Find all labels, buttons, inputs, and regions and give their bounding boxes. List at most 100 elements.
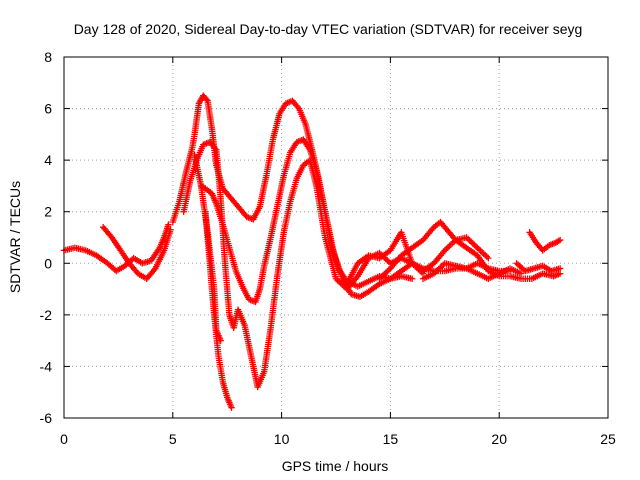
data-point xyxy=(293,174,301,182)
data-point xyxy=(485,254,492,262)
data-point xyxy=(121,262,129,270)
data-point xyxy=(256,285,264,293)
y-tick-label: -4 xyxy=(40,358,53,374)
data-point xyxy=(332,275,340,282)
x-tick-label: 0 xyxy=(60,431,68,447)
data-marker-fill xyxy=(203,96,210,103)
data-point xyxy=(398,229,405,236)
data-point xyxy=(226,244,233,252)
data-point xyxy=(152,265,159,272)
data-point xyxy=(215,352,222,360)
data-point xyxy=(276,110,283,117)
data-marker-fill xyxy=(469,240,476,247)
data-point xyxy=(197,182,205,190)
y-axis-label: SDTVAR / TECUs xyxy=(7,181,23,293)
series-arc-7 xyxy=(191,151,224,344)
data-point xyxy=(195,100,203,107)
data-point xyxy=(365,278,372,285)
data-point xyxy=(260,368,268,375)
data-point xyxy=(226,311,233,319)
data-point xyxy=(221,260,229,267)
data-point xyxy=(182,169,190,177)
data-point xyxy=(552,239,559,246)
data-point xyxy=(419,236,427,244)
data-point xyxy=(526,229,533,236)
x-tick-label: 5 xyxy=(169,431,177,447)
data-point xyxy=(387,275,394,282)
data-point xyxy=(530,265,538,272)
data-point xyxy=(208,190,216,197)
data-point xyxy=(210,285,218,293)
data-point xyxy=(339,275,346,282)
data-point xyxy=(443,226,451,233)
data-point xyxy=(280,229,287,236)
data-point xyxy=(452,262,459,270)
data-marker-fill xyxy=(472,243,480,250)
data-point xyxy=(189,144,196,151)
data-point xyxy=(441,247,448,254)
data-point xyxy=(99,223,107,231)
data-point xyxy=(463,265,470,272)
data-point xyxy=(160,247,168,254)
data-point xyxy=(300,136,307,143)
data-point xyxy=(398,254,405,262)
data-point xyxy=(306,146,314,154)
data-point xyxy=(387,260,394,267)
y-tick-label: 2 xyxy=(44,204,52,220)
data-point xyxy=(408,260,416,267)
series-arc-4 xyxy=(197,136,416,306)
data-marker-fill xyxy=(480,250,487,257)
grid-lines xyxy=(64,57,608,418)
data-point xyxy=(556,236,564,244)
data-point xyxy=(419,267,427,275)
data-point xyxy=(441,260,448,267)
data-point xyxy=(191,131,198,138)
data-point xyxy=(200,141,207,148)
data-point xyxy=(234,203,242,210)
data-point xyxy=(147,257,155,264)
data-point xyxy=(474,244,481,252)
data-point xyxy=(224,394,231,401)
data-point xyxy=(139,260,146,267)
data-point xyxy=(295,105,303,112)
data-marker-fill xyxy=(443,245,450,253)
data-point xyxy=(430,223,438,231)
data-point xyxy=(546,242,553,249)
data-point xyxy=(387,247,394,254)
data-marker-fill xyxy=(482,251,489,259)
data-point xyxy=(204,97,211,105)
data-point xyxy=(365,252,372,259)
y-tick-label: 8 xyxy=(44,49,52,65)
data-point xyxy=(430,270,438,277)
data-marker-fill xyxy=(477,247,484,254)
data-point xyxy=(474,260,481,267)
data-point xyxy=(430,260,438,267)
data-point xyxy=(354,283,361,290)
data-point xyxy=(217,195,224,203)
data-point xyxy=(241,321,248,329)
data-point xyxy=(108,234,116,241)
data-point xyxy=(306,156,314,164)
data-point xyxy=(213,327,220,334)
data-point xyxy=(71,244,79,252)
data-point xyxy=(267,324,274,331)
data-point xyxy=(228,404,235,411)
data-point xyxy=(260,262,268,270)
data-point xyxy=(250,216,257,223)
data-point xyxy=(82,247,89,254)
data-point xyxy=(517,270,525,277)
data-point xyxy=(165,221,172,228)
data-point xyxy=(532,239,540,246)
y-tick-label: -6 xyxy=(40,410,53,426)
data-point xyxy=(256,203,264,210)
data-marker-fill xyxy=(447,241,455,248)
data-marker-fill xyxy=(468,238,475,246)
data-point xyxy=(180,208,187,215)
data-point xyxy=(398,272,405,280)
data-marker-fill xyxy=(471,241,478,249)
data-point xyxy=(343,280,351,288)
series-arc-12 xyxy=(526,229,564,254)
data-point xyxy=(463,234,470,241)
data-point xyxy=(254,383,261,391)
